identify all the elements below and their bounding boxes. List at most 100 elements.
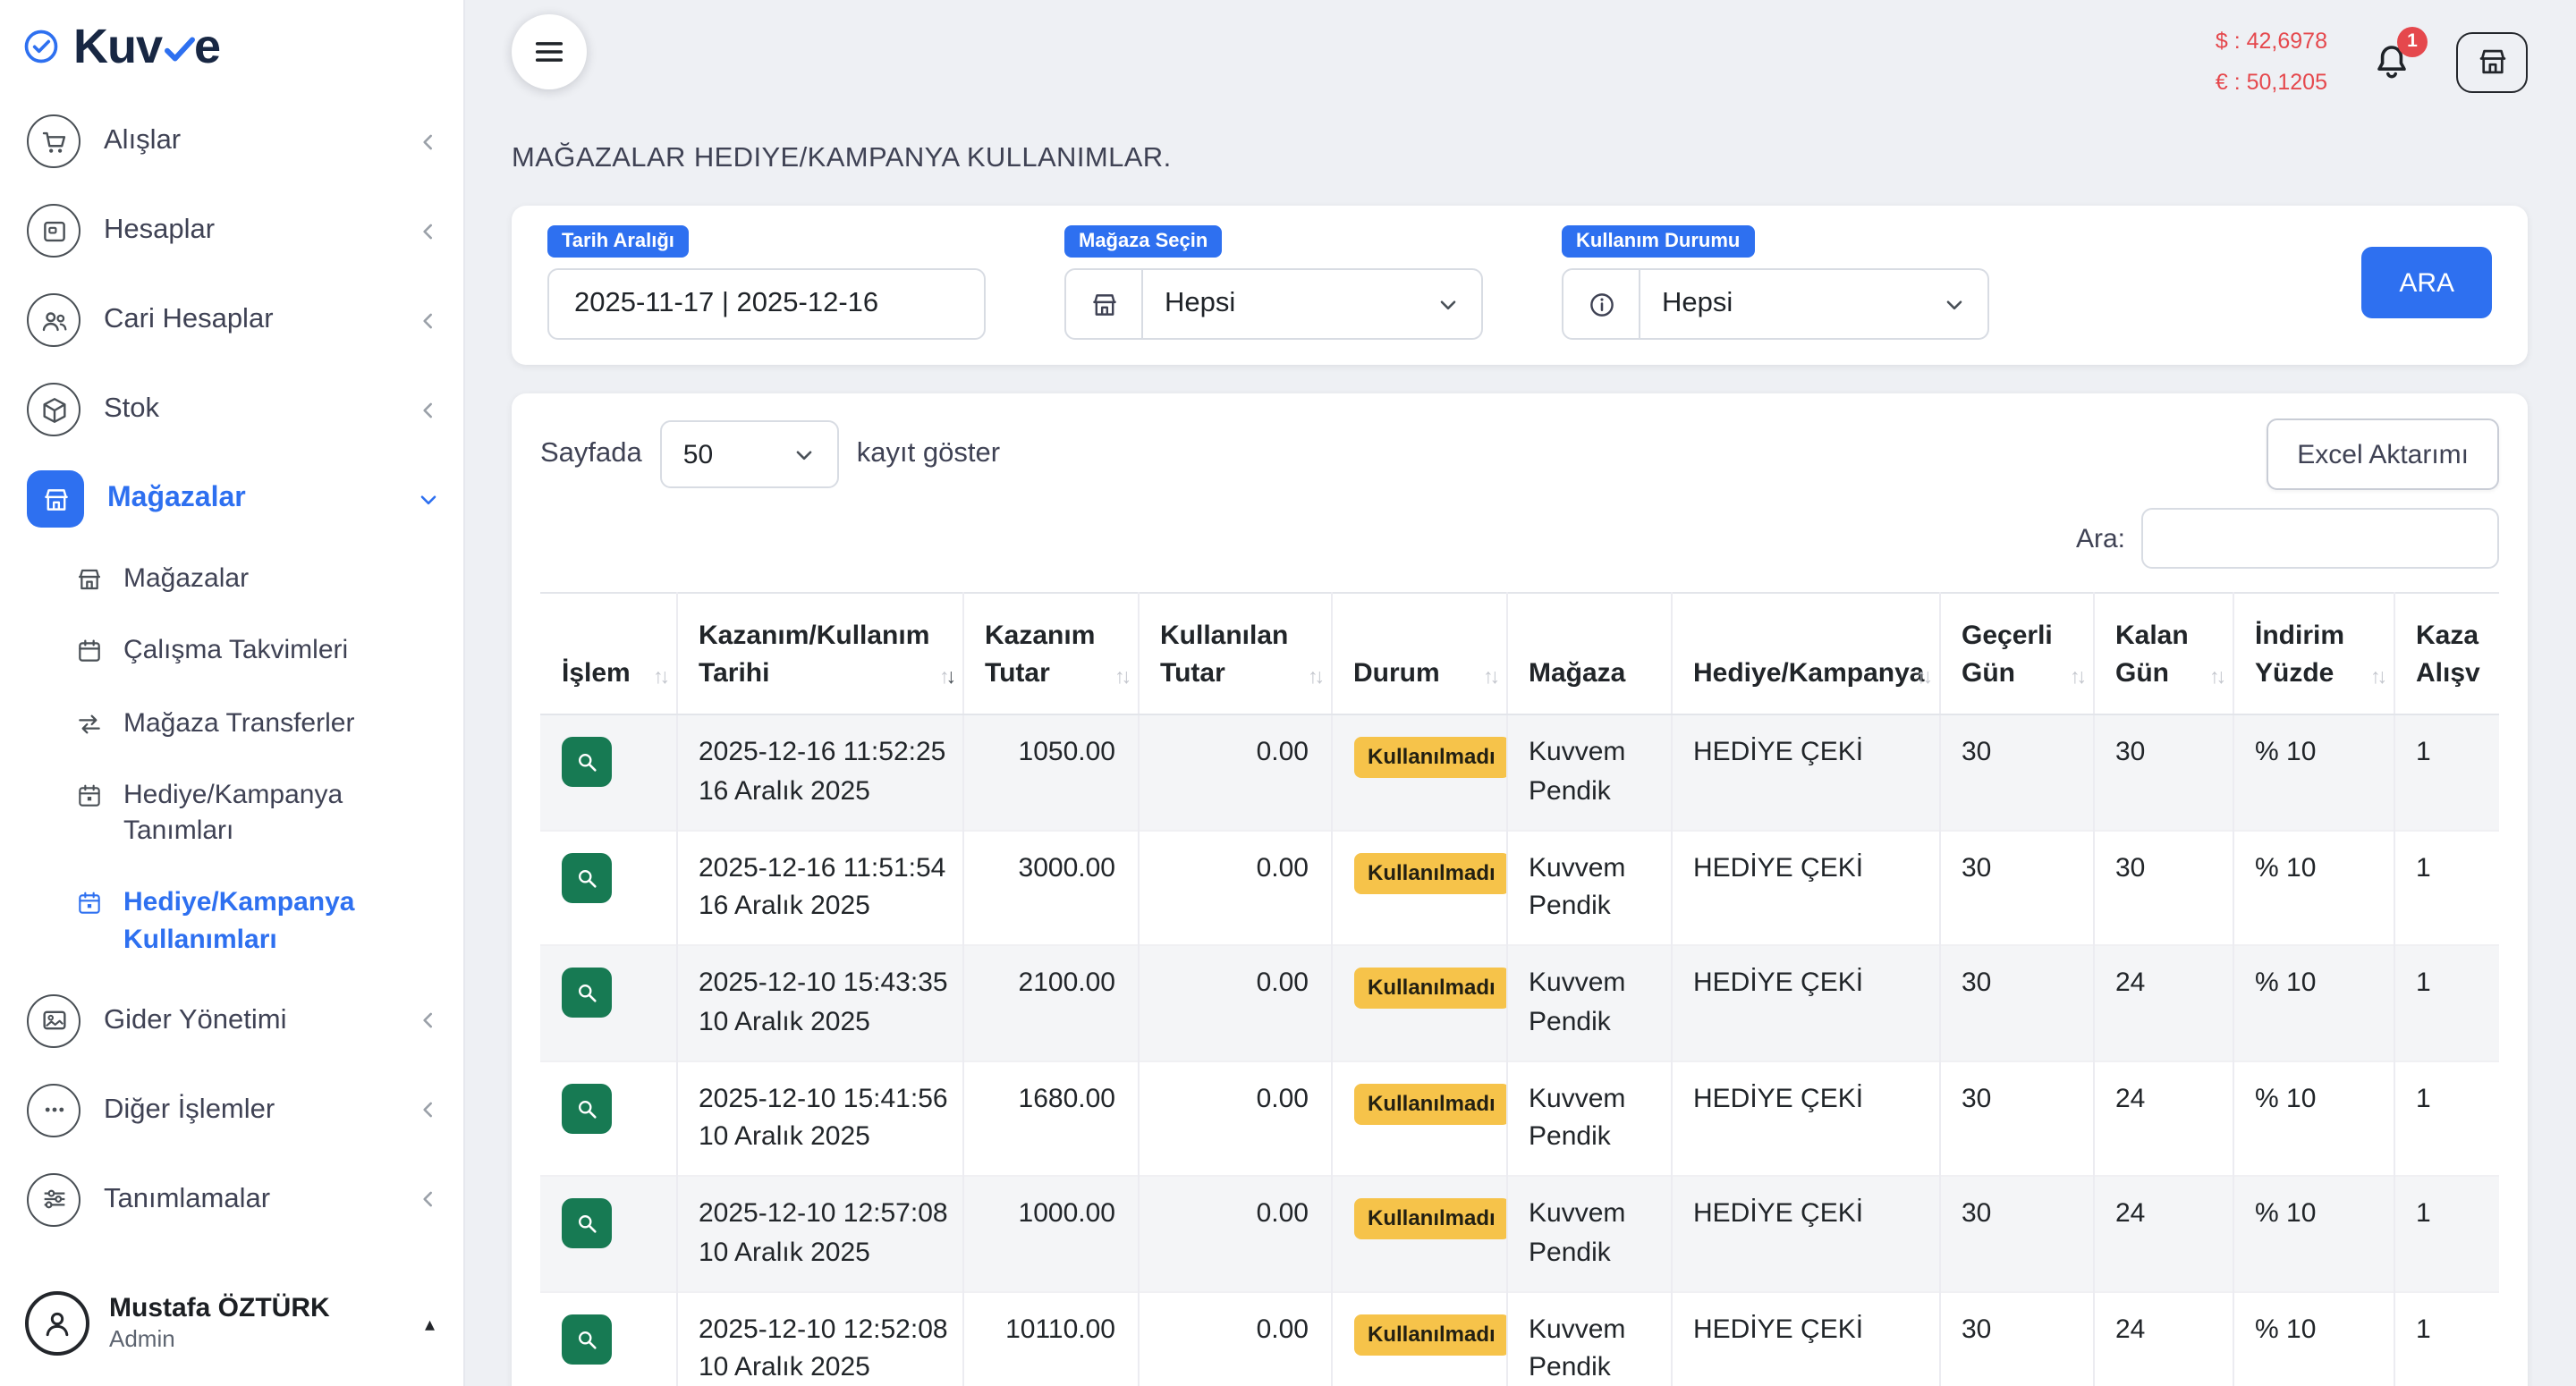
sidebar-subitem-mağazalar[interactable]: Mağazalar xyxy=(0,544,463,616)
store-filter: Mağaza Seçin Hepsi xyxy=(1064,225,1483,340)
cell-action xyxy=(540,1176,677,1291)
column-header-label: Geçerli Gün xyxy=(1962,621,2053,689)
sidebar-item-mağazalar[interactable]: Mağazalar xyxy=(0,454,463,544)
brand-name: Kuv e xyxy=(73,19,221,74)
sidebar-item-alışlar[interactable]: Alışlar xyxy=(0,97,463,186)
column-header-kalan-gün[interactable]: Kalan Gün ↑↓ xyxy=(2093,592,2233,715)
filter-panel: Tarih Aralığı Mağaza Seçin Hepsi Kullanı… xyxy=(512,206,2528,365)
cell-remaining-days: 24 xyxy=(2093,1291,2233,1386)
row-detail-button[interactable] xyxy=(562,1314,612,1364)
chevron-down-icon xyxy=(792,443,816,466)
table-search-input[interactable] xyxy=(2141,508,2499,569)
column-header-kazanım-tutar[interactable]: Kazanım Tutar ↑↓ xyxy=(962,592,1139,715)
row-detail-button[interactable] xyxy=(562,852,612,902)
cell-used-amount: 0.00 xyxy=(1138,945,1332,1061)
column-header-label: Hediye/Kampanya xyxy=(1693,658,1925,689)
user-role: Admin xyxy=(109,1325,175,1353)
column-header-kazanım-kullanım-tarihi[interactable]: Kazanım/Kullanım Tarihi ↑↓ xyxy=(676,592,963,715)
cell-earned-amount: 1050.00 xyxy=(962,714,1139,830)
user-name: Mustafa ÖZTÜRK xyxy=(109,1292,330,1323)
swap-icon xyxy=(75,709,104,738)
sidebar-subitem-hediye-kampanya-tanımları[interactable]: Hediye/Kampanya Tanımları xyxy=(0,760,463,868)
cell-earned-amount: 1000.00 xyxy=(962,1176,1139,1291)
sidebar-item-stok[interactable]: Stok xyxy=(0,365,463,454)
store-select[interactable]: Hepsi xyxy=(1143,268,1483,340)
excel-export-button[interactable]: Excel Aktarımı xyxy=(2267,418,2499,490)
brand-text-after: e xyxy=(194,19,221,72)
cell-remaining-days: 24 xyxy=(2093,945,2233,1061)
row-detail-button[interactable] xyxy=(562,1198,612,1248)
sidebar-item-hesaplar[interactable]: Hesaplar xyxy=(0,186,463,275)
sidebar-item-cari-hesaplar[interactable]: Cari Hesaplar xyxy=(0,275,463,365)
usage-table: İşlem ↑↓ Kazanım/Kullanım Tarihi ↑↓ Kazanım … xyxy=(540,592,2499,1386)
cell-discount: % 10 xyxy=(2233,714,2394,830)
sidebar-menu: Alışlar Hesaplar Cari Hesaplar Stok Mağazala… xyxy=(0,93,463,1272)
cell-campaign: HEDİYE ÇEKİ xyxy=(1671,1176,1940,1291)
sidebar-toggle-button[interactable] xyxy=(512,14,587,89)
page-size-select[interactable]: 50 xyxy=(659,420,839,488)
cell-action xyxy=(540,1061,677,1176)
notifications-button[interactable]: 1 xyxy=(2370,26,2428,83)
cell-remaining-days: 24 xyxy=(2093,1061,2233,1176)
row-detail-button[interactable] xyxy=(562,968,612,1018)
table-row: 2025-12-10 12:57:08 10 Aralık 2025 1000.00… xyxy=(540,1176,2499,1291)
cell-discount: % 10 xyxy=(2233,1176,2394,1291)
usage-status-select-value: Hepsi xyxy=(1662,288,1733,318)
sidebar-subitem-hediye-kampanya-kullanımları[interactable]: Hediye/Kampanya Kullanımları xyxy=(0,868,463,976)
column-header-hediye-kampanya[interactable]: Hediye/Kampanya ↑↓ xyxy=(1671,592,1940,715)
card-icon xyxy=(27,204,80,258)
table-row: 2025-12-16 11:52:25 16 Aralık 2025 1050.00… xyxy=(540,714,2499,830)
cell-campaign: HEDİYE ÇEKİ xyxy=(1671,1291,1940,1386)
calendar-icon xyxy=(75,638,104,666)
dots-icon xyxy=(27,1083,80,1137)
cell-action xyxy=(540,830,677,945)
user-menu[interactable]: Mustafa ÖZTÜRK Admin ▴ xyxy=(0,1272,463,1386)
page-title: MAĞAZALAR HEDIYE/KAMPANYA KULLANIMLAR. xyxy=(512,143,1172,173)
sidebar-item-label: Gider Yönetimi xyxy=(104,1004,287,1035)
row-detail-button[interactable] xyxy=(562,737,612,787)
sidebar-item-diğer-i̇şlemler[interactable]: Diğer İşlemler xyxy=(0,1066,463,1155)
column-header-label: Kaza Alışv xyxy=(2416,621,2480,689)
box-icon xyxy=(27,383,80,436)
cell-date: 2025-12-10 12:57:08 10 Aralık 2025 xyxy=(676,1176,963,1291)
page-size-prefix: Sayfada xyxy=(540,438,642,469)
date-range-filter: Tarih Aralığı xyxy=(547,225,986,340)
column-header-durum[interactable]: Durum ↑↓ xyxy=(1331,592,1507,715)
sidebar-subitem-label: Mağazalar xyxy=(123,563,250,594)
chevron-left-icon xyxy=(417,1188,440,1212)
column-header-geçerli-gün[interactable]: Geçerli Gün ↑↓ xyxy=(1939,592,2094,715)
cell-clipped: 1 xyxy=(2394,714,2499,830)
magnifier-icon xyxy=(574,1095,599,1120)
sort-icon: ↑↓ xyxy=(653,666,670,689)
cell-status: Kullanılmadı xyxy=(1331,714,1507,830)
search-button[interactable]: ARA xyxy=(2361,247,2492,318)
cell-clipped: 1 xyxy=(2394,945,2499,1061)
column-header-kullanılan-tutar[interactable]: Kullanılan Tutar ↑↓ xyxy=(1138,592,1332,715)
sliders-icon xyxy=(27,1172,80,1227)
brand-logo[interactable]: Kuv e xyxy=(0,0,463,93)
storefront-icon xyxy=(2475,45,2509,79)
store-mode-button[interactable] xyxy=(2456,31,2528,92)
date-range-input[interactable] xyxy=(547,268,986,340)
cell-campaign: HEDİYE ÇEKİ xyxy=(1671,945,1940,1061)
table-row: 2025-12-10 15:43:35 10 Aralık 2025 2100.00… xyxy=(540,945,2499,1061)
sidebar-item-gider-yönetimi[interactable]: Gider Yönetimi xyxy=(0,976,463,1066)
column-header-i̇ndirim-yüzde[interactable]: İndirim Yüzde ↑↓ xyxy=(2233,592,2394,715)
table-scroll-container: İşlem ↑↓ Kazanım/Kullanım Tarihi ↑↓ Kazanım … xyxy=(540,592,2499,1386)
chevron-left-icon xyxy=(417,1010,440,1033)
sidebar-subitem-label: Mağaza Transferler xyxy=(123,707,355,738)
sidebar-subitem-çalışma-takvimleri[interactable]: Çalışma Takvimleri xyxy=(0,616,463,689)
row-detail-button[interactable] xyxy=(562,1083,612,1133)
cell-used-amount: 0.00 xyxy=(1138,714,1332,830)
sidebar-subitem-mağaza-transferler[interactable]: Mağaza Transferler xyxy=(0,688,463,760)
cell-date: 2025-12-10 15:43:35 10 Aralık 2025 xyxy=(676,945,963,1061)
sidebar-item-tanımlamalar[interactable]: Tanımlamalar xyxy=(0,1155,463,1245)
chevron-left-icon xyxy=(417,398,440,421)
cell-store: Kuvvem Pendik xyxy=(1506,1061,1672,1176)
cell-remaining-days: 24 xyxy=(2093,1176,2233,1291)
shop-icon xyxy=(75,565,104,594)
caret-icon: ▴ xyxy=(424,1314,435,1335)
cell-status: Kullanılmadı xyxy=(1331,1176,1507,1291)
usage-status-select[interactable]: Hepsi xyxy=(1640,268,1989,340)
column-header-i̇şlem[interactable]: İşlem ↑↓ xyxy=(540,592,677,715)
